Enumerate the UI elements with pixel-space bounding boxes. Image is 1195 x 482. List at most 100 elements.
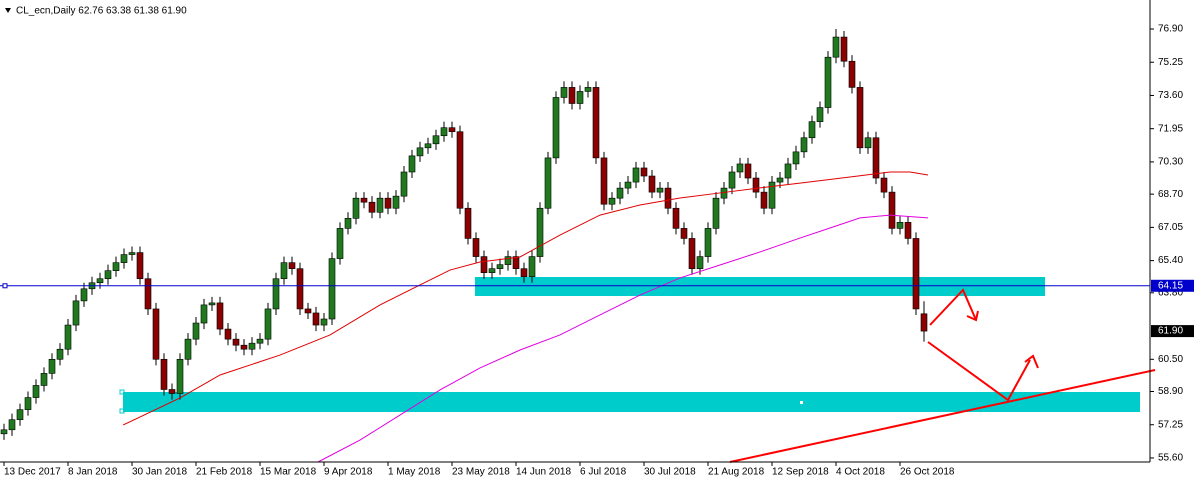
candle-body bbox=[32, 385, 40, 398]
candle-body bbox=[144, 278, 152, 310]
price-label: 61.90 bbox=[1158, 326, 1183, 337]
x-tick-label: 12 Sep 2018 bbox=[772, 467, 829, 478]
plot bbox=[0, 29, 929, 463]
y-tick-label: 63.80 bbox=[1158, 287, 1183, 298]
x-tick-label: 15 Mar 2018 bbox=[260, 467, 317, 478]
y-tick-label: 65.40 bbox=[1158, 255, 1183, 266]
candle-body bbox=[584, 87, 592, 92]
candle-body bbox=[464, 207, 472, 239]
candle-body bbox=[200, 304, 208, 324]
resistance-zone bbox=[475, 277, 1045, 296]
candle-body bbox=[256, 338, 264, 344]
candle-body bbox=[224, 328, 232, 340]
candle-body bbox=[616, 187, 624, 199]
candle-body bbox=[344, 218, 352, 229]
candle-body bbox=[664, 187, 672, 209]
candle-body bbox=[496, 264, 504, 269]
x-tick-label: 30 Jan 2018 bbox=[132, 467, 187, 478]
candle-body bbox=[336, 228, 344, 259]
candle-body bbox=[192, 322, 200, 340]
candle-body bbox=[824, 56, 832, 108]
x-tick-label: 30 Jul 2018 bbox=[644, 467, 696, 478]
candle-body bbox=[544, 157, 552, 209]
y-tick-label: 60.50 bbox=[1158, 354, 1183, 365]
candle-body bbox=[576, 91, 584, 104]
moving-average bbox=[122, 171, 929, 426]
candle-body bbox=[856, 87, 864, 149]
candle-body bbox=[920, 313, 928, 332]
candle-body bbox=[160, 358, 168, 390]
candle-body bbox=[328, 258, 336, 320]
candle-body bbox=[488, 268, 496, 273]
candle-body bbox=[416, 147, 424, 157]
y-tick-label: 73.60 bbox=[1158, 90, 1183, 101]
x-tick-label: 23 May 2018 bbox=[452, 467, 510, 478]
candle-body bbox=[784, 163, 792, 179]
y-tick-label: 57.25 bbox=[1158, 419, 1183, 430]
candle-body bbox=[792, 151, 800, 165]
y-tick-label: 70.30 bbox=[1158, 157, 1183, 168]
chart-title: CL_ecn,Daily 62.76 63.38 61.38 61.90 bbox=[16, 6, 187, 17]
candle-body bbox=[736, 163, 744, 173]
candle-body bbox=[768, 181, 776, 209]
candle-body bbox=[688, 238, 696, 269]
candle-body bbox=[216, 302, 224, 330]
candle-body bbox=[312, 312, 320, 326]
x-tick-label: 9 Apr 2018 bbox=[324, 467, 373, 478]
candle-body bbox=[352, 197, 360, 219]
candle-body bbox=[296, 268, 304, 310]
candle-body bbox=[168, 389, 176, 394]
candle-body bbox=[96, 278, 104, 284]
candle-body bbox=[808, 121, 816, 139]
candle-body bbox=[680, 228, 688, 239]
candle-body bbox=[112, 262, 120, 271]
y-tick-label: 58.90 bbox=[1158, 386, 1183, 397]
candle-body bbox=[16, 409, 24, 421]
candle-body bbox=[48, 358, 56, 374]
candle-body bbox=[152, 308, 160, 360]
candle-body bbox=[536, 207, 544, 257]
candle-body bbox=[712, 197, 720, 229]
candle-body bbox=[472, 238, 480, 257]
candle-body bbox=[368, 201, 376, 213]
candle-body bbox=[816, 107, 824, 122]
candle-body bbox=[280, 262, 288, 280]
y-tick-label: 68.70 bbox=[1158, 189, 1183, 200]
candle-body bbox=[864, 137, 872, 149]
candle-body bbox=[632, 167, 640, 183]
candle-body bbox=[208, 302, 216, 306]
candle-body bbox=[912, 238, 920, 310]
candle-body bbox=[456, 131, 464, 209]
candle-body bbox=[640, 167, 648, 177]
x-tick-label: 8 Jan 2018 bbox=[68, 467, 118, 478]
candle-body bbox=[408, 155, 416, 173]
candle-body bbox=[176, 358, 184, 394]
x-tick-label: 21 Aug 2018 bbox=[708, 467, 765, 478]
candle-body bbox=[40, 373, 48, 386]
candle-body bbox=[840, 36, 848, 62]
menu-triangle[interactable] bbox=[5, 8, 11, 13]
moving-average bbox=[317, 214, 929, 463]
level-handle bbox=[2, 283, 8, 289]
x-tick-label: 4 Oct 2018 bbox=[836, 467, 885, 478]
candle-body bbox=[728, 171, 736, 189]
x-tick-label: 1 May 2018 bbox=[388, 467, 441, 478]
candle-body bbox=[64, 324, 72, 350]
candle-body bbox=[704, 228, 712, 257]
candle-body bbox=[288, 262, 296, 269]
candle-body bbox=[600, 157, 608, 205]
candle-body bbox=[744, 163, 752, 179]
candle-body bbox=[400, 171, 408, 197]
candle-body bbox=[384, 197, 392, 209]
candle-body bbox=[872, 137, 880, 179]
candle-body bbox=[624, 181, 632, 189]
candle-body bbox=[608, 197, 616, 205]
candle-body bbox=[128, 252, 136, 255]
candle-body bbox=[232, 338, 240, 346]
candle-body bbox=[832, 36, 840, 58]
candle-body bbox=[120, 254, 128, 263]
price-box bbox=[1151, 325, 1194, 338]
arrow-path bbox=[929, 288, 977, 326]
candle-body bbox=[848, 60, 856, 88]
candle-body bbox=[880, 177, 888, 193]
